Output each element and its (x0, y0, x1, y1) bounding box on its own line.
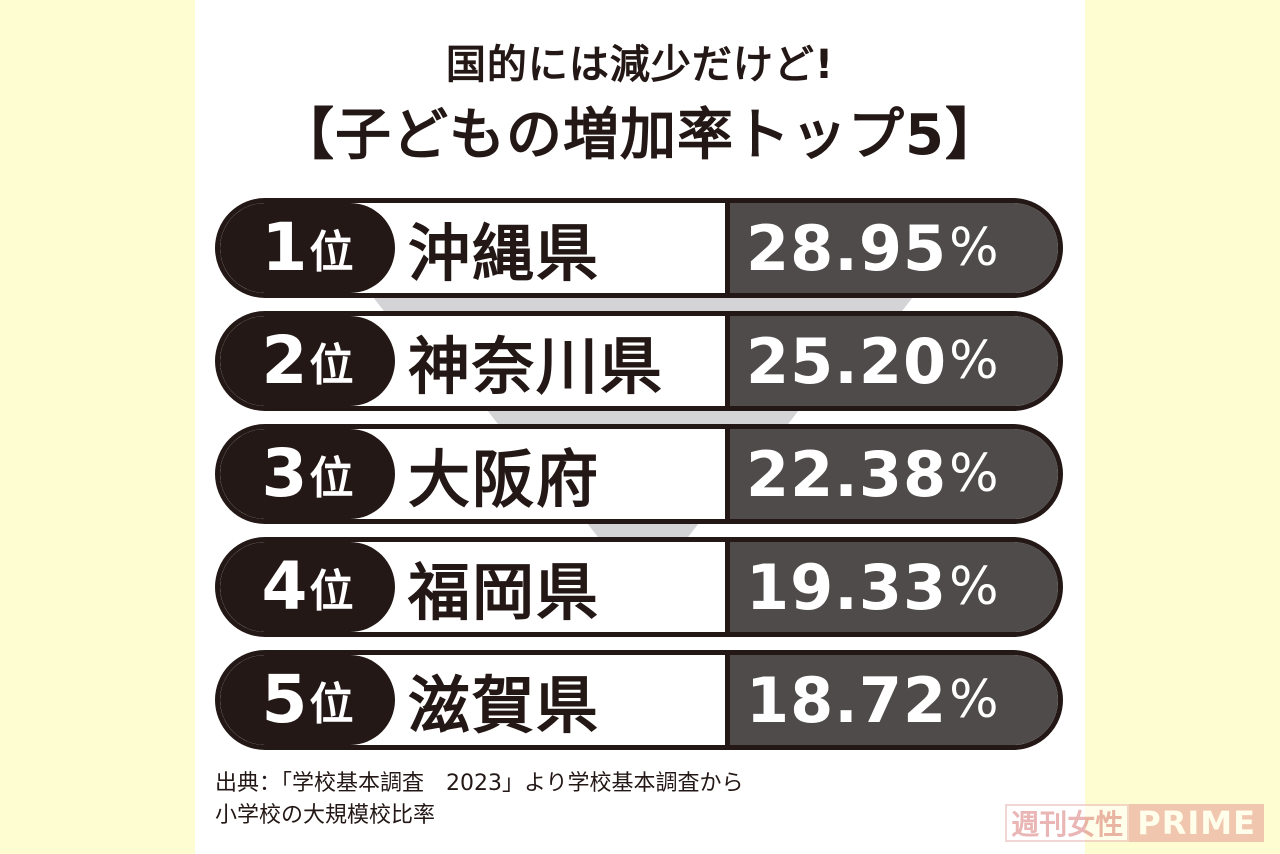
rank-number: 4 (261, 548, 308, 625)
prefecture-name: 沖縄県 (408, 217, 601, 290)
rate-value: 18.72 (746, 663, 948, 737)
value-box: 25.20% (725, 316, 1058, 406)
rate-value: 19.33 (746, 550, 948, 624)
ranking-row-4: 4 位 福岡県 19.33% (215, 537, 1063, 637)
watermark-en: PRIME (1129, 804, 1264, 842)
rate-unit: % (949, 218, 1000, 278)
rank-number: 2 (261, 322, 308, 399)
rate-value: 28.95 (746, 211, 948, 285)
rank-number: 1 (261, 209, 308, 286)
rank-badge: 2 位 (220, 316, 395, 406)
source-line-1: 出典：「学校基本調査 2023」より学校基本調査から (215, 771, 744, 796)
ranking-row-2: 2 位 神奈川県 25.20% (215, 311, 1063, 411)
page-title: 【子どもの増加率トップ5】 (278, 103, 1002, 168)
rank-badge: 3 位 (220, 429, 395, 519)
connector-1-2 (373, 297, 913, 315)
rank-suffix: 位 (309, 679, 354, 730)
rank-suffix: 位 (309, 566, 354, 617)
source-note: 出典：「学校基本調査 2023」より学校基本調査から 小学校の大規模校比率 (215, 768, 744, 832)
row-frame: 2 位 神奈川県 25.20% (215, 311, 1063, 411)
row-frame: 5 位 滋賀県 18.72% (215, 650, 1063, 750)
value-box: 19.33% (725, 542, 1058, 632)
rank-badge: 1 位 (220, 203, 395, 293)
value-box: 22.38% (725, 429, 1058, 519)
rate-unit: % (949, 444, 1000, 504)
value-box: 28.95% (725, 203, 1058, 293)
rate-unit: % (949, 670, 1000, 730)
connector-2-3 (487, 410, 799, 428)
rank-badge: 4 位 (220, 542, 395, 632)
rank-suffix: 位 (309, 227, 354, 278)
prefecture-name: 福岡県 (408, 556, 601, 629)
watermark-jp: 週刊女性 (1005, 804, 1130, 842)
rank-suffix: 位 (309, 340, 354, 391)
infographic-panel: 国的には減少だけど! 【子どもの増加率トップ5】 1 位 沖縄県 28.95% … (195, 0, 1085, 854)
row-frame: 3 位 大阪府 22.38% (215, 424, 1063, 524)
rank-number: 3 (261, 435, 308, 512)
subtitle: 国的には減少だけど! (445, 42, 835, 88)
rank-suffix: 位 (309, 453, 354, 504)
ranking-row-3: 3 位 大阪府 22.38% (215, 424, 1063, 524)
ranking-row-5: 5 位 滋賀県 18.72% (215, 650, 1063, 750)
prefecture-name: 滋賀県 (408, 669, 601, 742)
rate-value: 25.20 (746, 324, 948, 398)
row-frame: 4 位 福岡県 19.33% (215, 537, 1063, 637)
rate-unit: % (949, 557, 1000, 617)
rank-number: 5 (261, 661, 308, 738)
prefecture-name: 神奈川県 (408, 330, 665, 403)
prefecture-name: 大阪府 (408, 443, 601, 516)
rate-value: 22.38 (746, 437, 948, 511)
rate-unit: % (949, 331, 1000, 391)
source-line-2: 小学校の大規模校比率 (215, 803, 436, 828)
connector-3-4 (587, 523, 699, 541)
row-frame: 1 位 沖縄県 28.95% (215, 198, 1063, 298)
value-box: 18.72% (725, 655, 1058, 745)
rank-badge: 5 位 (220, 655, 395, 745)
ranking-row-1: 1 位 沖縄県 28.95% (215, 198, 1063, 298)
publisher-watermark: 週刊女性 PRIME (1005, 804, 1264, 842)
